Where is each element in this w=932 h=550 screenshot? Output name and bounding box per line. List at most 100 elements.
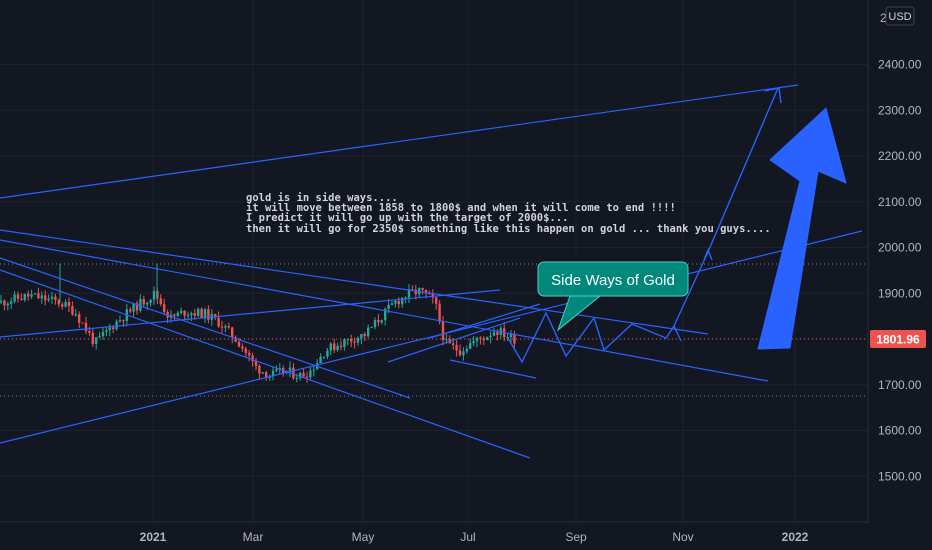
candle [506, 333, 509, 342]
candle [224, 324, 227, 333]
callout-bubble[interactable]: Side Ways of Gold [537, 261, 689, 332]
candle [10, 297, 13, 310]
candle [54, 293, 57, 305]
candle [254, 358, 258, 371]
candle [47, 294, 50, 303]
callout-label: Side Ways of Gold [551, 272, 675, 289]
candle [479, 336, 482, 345]
candle [258, 364, 261, 380]
candle [115, 319, 118, 331]
trend-line [0, 269, 531, 459]
candle [81, 322, 84, 324]
candle [472, 336, 475, 347]
note-line-3: I predict it will go up with the target … [246, 212, 568, 224]
candle [509, 330, 513, 343]
projection-path [673, 87, 779, 327]
candle [353, 337, 356, 349]
candle [200, 307, 203, 319]
candle [414, 284, 417, 300]
candle [312, 364, 315, 377]
trend-line [0, 84, 799, 199]
candle [356, 336, 360, 346]
x-tick-label: May [352, 530, 375, 544]
candle [462, 347, 465, 361]
candle [288, 361, 292, 378]
x-tick-label: Nov [672, 530, 693, 544]
projection-arrow-mid [703, 248, 713, 261]
y-tick-label-top: 2 [880, 11, 887, 25]
candle [503, 322, 506, 342]
candle [57, 298, 60, 308]
candle [159, 294, 162, 307]
candle [360, 333, 363, 345]
note-line-2: it will move between 1858 to 1800$ and w… [246, 202, 676, 214]
candle [6, 301, 9, 311]
svg-text:USD: USD [888, 11, 911, 23]
candle [469, 338, 472, 350]
trend-drawings [0, 84, 863, 459]
candle [363, 332, 366, 341]
candle [387, 299, 390, 314]
currency-badge[interactable]: USD [885, 6, 915, 26]
candle [220, 320, 224, 333]
candle [227, 322, 230, 330]
candle [271, 366, 275, 381]
candle [129, 307, 132, 314]
candle [71, 301, 74, 316]
candle [16, 291, 20, 303]
y-tick-label: 1900.00 [878, 286, 922, 300]
candle [404, 296, 407, 304]
trend-line [0, 229, 709, 335]
candle [142, 295, 145, 307]
candle [135, 300, 139, 315]
candle [265, 370, 268, 381]
sideways-zigzag [507, 311, 682, 364]
candle [0, 294, 3, 305]
big-up-arrow [757, 107, 847, 350]
candle [98, 332, 101, 338]
candle [322, 356, 326, 359]
candle [489, 331, 492, 344]
candle [118, 315, 122, 323]
y-tick-label: 2100.00 [878, 195, 922, 209]
candle [486, 336, 489, 341]
candle [139, 294, 142, 313]
candle [13, 291, 16, 304]
candle [176, 310, 179, 317]
x-tick-label: 2021 [140, 530, 167, 544]
candles [0, 263, 516, 383]
candle [377, 313, 380, 327]
candle [482, 336, 485, 346]
candle [163, 298, 166, 316]
candle [105, 327, 108, 337]
candle [203, 307, 207, 323]
candle [50, 291, 54, 304]
last-price-label: 1801.96 [870, 330, 926, 348]
candle [319, 353, 322, 364]
callout-pointer [556, 295, 602, 332]
candle [244, 346, 247, 358]
candle [309, 366, 312, 380]
candle [326, 347, 329, 360]
candle [475, 336, 479, 348]
candle [37, 287, 40, 299]
candle [465, 345, 468, 354]
candle [455, 339, 458, 357]
candle [44, 290, 47, 306]
candle [367, 324, 370, 339]
candle [61, 301, 64, 310]
y-tick-label: 2200.00 [878, 149, 922, 163]
x-tick-label: Mar [243, 530, 264, 544]
candle [350, 334, 353, 348]
candle [91, 329, 94, 347]
candle [207, 305, 210, 324]
y-axis: 2 2400.00 2300.00 2200.00 2100.00 2000.00 1900… [867, 0, 922, 522]
trend-line [429, 303, 541, 339]
candle [217, 311, 220, 328]
candle [343, 338, 346, 351]
candle [149, 299, 152, 307]
candle [40, 291, 43, 304]
candle [27, 290, 30, 301]
trend-line [0, 289, 501, 338]
